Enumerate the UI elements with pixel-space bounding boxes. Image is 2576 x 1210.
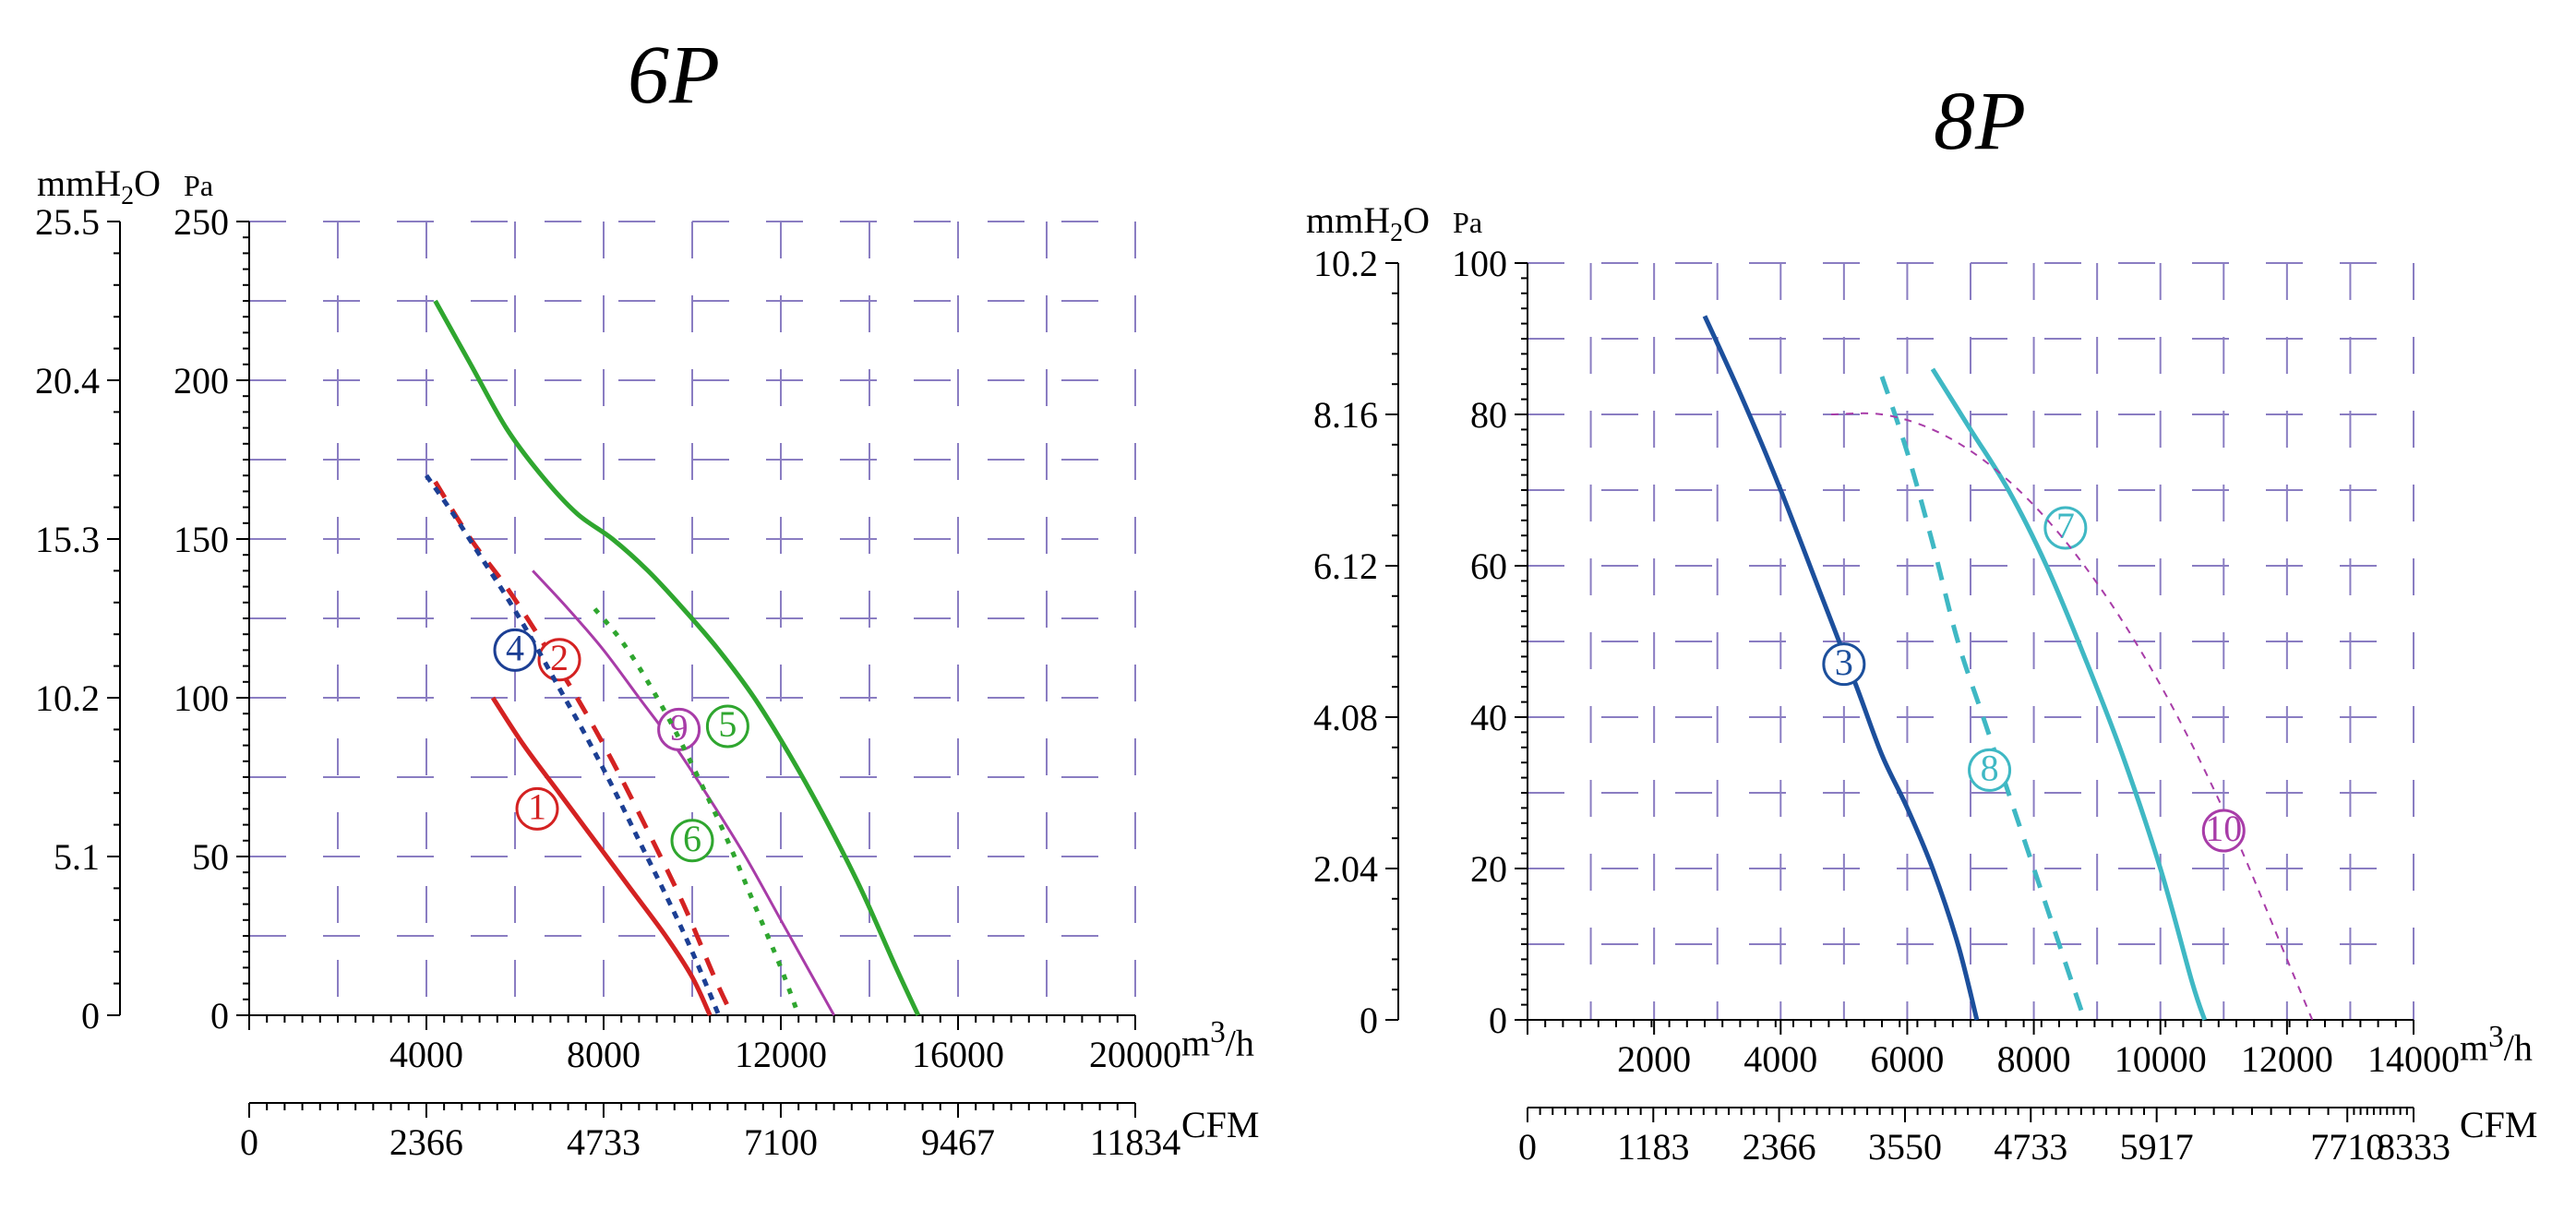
svg-text:0: 0 <box>240 1121 258 1163</box>
svg-text:0: 0 <box>210 995 229 1036</box>
chart-8p-x-unit-cfm: CFM <box>2460 1103 2538 1146</box>
svg-text:14000: 14000 <box>2367 1038 2460 1080</box>
series-8 <box>1882 377 2084 1020</box>
svg-text:2366: 2366 <box>1743 1126 1816 1168</box>
series-label-6: 6 <box>683 818 701 859</box>
svg-text:60: 60 <box>1470 545 1507 587</box>
svg-text:8000: 8000 <box>567 1034 641 1075</box>
svg-text:1183: 1183 <box>1617 1126 1690 1168</box>
svg-text:7710: 7710 <box>2310 1126 2384 1168</box>
svg-text:0: 0 <box>1360 1000 1378 1041</box>
svg-text:20.4: 20.4 <box>35 360 100 401</box>
svg-text:2000: 2000 <box>1617 1038 1691 1080</box>
svg-text:100: 100 <box>174 677 229 719</box>
svg-text:4000: 4000 <box>1743 1038 1817 1080</box>
chart-8p-svg: 02040608010002.044.086.128.1610.22000400… <box>1288 0 2576 1210</box>
svg-text:10.2: 10.2 <box>35 677 100 719</box>
series-label-7: 7 <box>2056 505 2075 546</box>
series-label-1: 1 <box>528 786 546 828</box>
svg-text:4733: 4733 <box>1994 1126 2067 1168</box>
series-9 <box>533 570 833 1015</box>
svg-text:11834: 11834 <box>1090 1121 1181 1163</box>
svg-text:100: 100 <box>1452 243 1507 284</box>
series-label-5: 5 <box>718 703 737 745</box>
svg-text:8.16: 8.16 <box>1313 394 1378 436</box>
series-label-10: 10 <box>2205 808 2242 849</box>
svg-text:150: 150 <box>174 519 229 560</box>
chart-8p-x-unit-m3h: m3/h <box>2460 1020 2533 1069</box>
svg-text:40: 40 <box>1470 697 1507 738</box>
svg-text:200: 200 <box>174 360 229 401</box>
svg-text:10.2: 10.2 <box>1313 243 1378 284</box>
chart-8p-title: 8P <box>1934 74 2026 169</box>
series-label-8: 8 <box>1981 748 1999 789</box>
svg-text:12000: 12000 <box>735 1034 827 1075</box>
svg-text:2366: 2366 <box>389 1121 463 1163</box>
svg-text:3550: 3550 <box>1868 1126 1942 1168</box>
svg-text:0: 0 <box>1518 1126 1537 1168</box>
svg-text:2.04: 2.04 <box>1313 848 1378 890</box>
chart-6p-panel: 6P mmH2O Pa m3/h CFM 05010015020025005.1… <box>0 0 1288 1210</box>
svg-text:6000: 6000 <box>1870 1038 1944 1080</box>
svg-text:4733: 4733 <box>567 1121 641 1163</box>
svg-text:7100: 7100 <box>744 1121 818 1163</box>
page: 6P mmH2O Pa m3/h CFM 05010015020025005.1… <box>0 0 2576 1210</box>
series-label-4: 4 <box>506 628 524 669</box>
chart-8p-y-unit-mmh2o: mmH2O Pa <box>1306 198 1482 248</box>
series-label-2: 2 <box>550 637 569 678</box>
svg-text:20000: 20000 <box>1089 1034 1181 1075</box>
svg-text:20: 20 <box>1470 848 1507 890</box>
svg-text:16000: 16000 <box>912 1034 1004 1075</box>
chart-6p-x-unit-m3h: m3/h <box>1181 1015 1254 1064</box>
svg-text:5917: 5917 <box>2120 1126 2194 1168</box>
svg-text:80: 80 <box>1470 394 1507 436</box>
chart-6p-x-unit-cfm: CFM <box>1181 1103 1260 1146</box>
svg-text:0: 0 <box>1489 1000 1507 1041</box>
svg-text:6.12: 6.12 <box>1313 545 1378 587</box>
svg-text:9467: 9467 <box>921 1121 995 1163</box>
svg-text:5.1: 5.1 <box>54 836 100 878</box>
series-label-9: 9 <box>670 707 689 749</box>
svg-text:4.08: 4.08 <box>1313 697 1378 738</box>
svg-text:50: 50 <box>192 836 229 878</box>
svg-text:8000: 8000 <box>1997 1038 2071 1080</box>
chart-8p-panel: 8P mmH2O Pa m3/h CFM 02040608010002.044.… <box>1288 0 2576 1210</box>
series-6 <box>594 609 798 1015</box>
svg-text:15.3: 15.3 <box>35 519 100 560</box>
chart-6p-y-unit-mmh2o: mmH2O Pa <box>37 162 213 211</box>
svg-text:4000: 4000 <box>389 1034 463 1075</box>
svg-text:8333: 8333 <box>2377 1126 2450 1168</box>
svg-text:10000: 10000 <box>2115 1038 2207 1080</box>
series-label-3: 3 <box>1835 641 1853 683</box>
chart-6p-title: 6P <box>628 28 720 123</box>
svg-text:0: 0 <box>81 995 100 1036</box>
svg-text:12000: 12000 <box>2241 1038 2333 1080</box>
